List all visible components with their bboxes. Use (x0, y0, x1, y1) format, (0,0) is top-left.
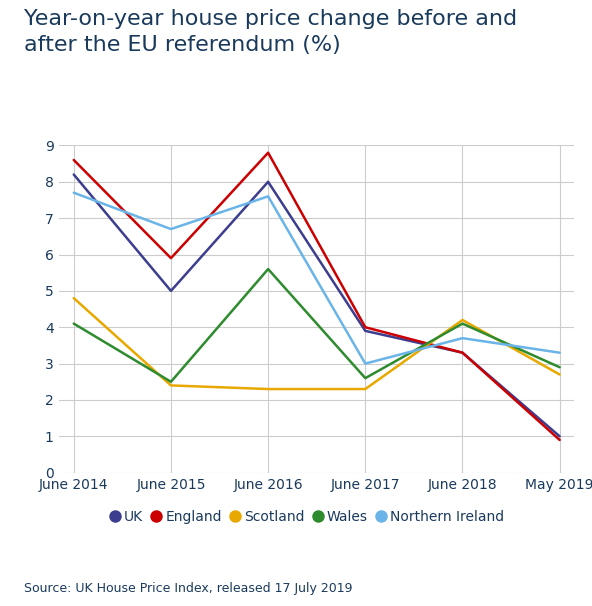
Text: Year-on-year house price change before and
after the EU referendum (%): Year-on-year house price change before a… (24, 9, 517, 55)
Text: Source: UK House Price Index, released 17 July 2019: Source: UK House Price Index, released 1… (24, 582, 352, 595)
Legend: UK, England, Scotland, Wales, Northern Ireland: UK, England, Scotland, Wales, Northern I… (106, 504, 510, 530)
